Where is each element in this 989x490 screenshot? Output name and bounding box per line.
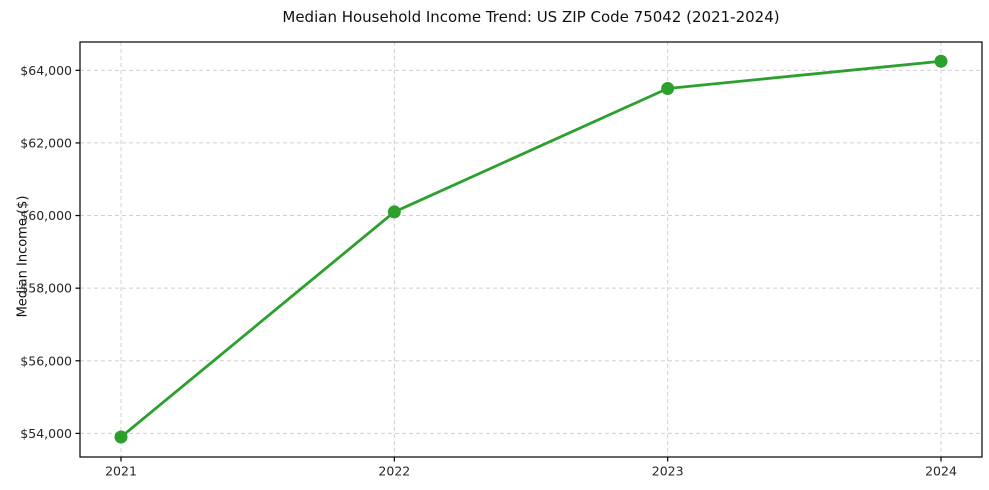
chart-title: Median Household Income Trend: US ZIP Co… bbox=[282, 8, 780, 26]
x-tick-label: 2021 bbox=[105, 464, 137, 479]
x-tick-label: 2023 bbox=[652, 464, 684, 479]
x-tick-label: 2024 bbox=[925, 464, 957, 479]
axis-layer: $54,000 $56,000 $58,000 $60,000 $62,000 $64,0… bbox=[20, 41, 983, 479]
trend-line-layer bbox=[114, 54, 948, 444]
x-tick-label: 2022 bbox=[378, 464, 410, 479]
y-tick-label: $56,000 bbox=[20, 353, 72, 368]
grid-layer bbox=[80, 42, 982, 457]
plot-frame bbox=[79, 41, 983, 458]
y-tick-label: $54,000 bbox=[20, 426, 72, 441]
data-point-marker bbox=[934, 54, 948, 68]
y-tick-label: $62,000 bbox=[20, 135, 72, 150]
data-point-marker bbox=[114, 430, 128, 444]
trend-line bbox=[119, 59, 943, 439]
y-tick-label: $58,000 bbox=[20, 281, 72, 296]
data-point-marker bbox=[661, 81, 675, 95]
y-tick-label: $60,000 bbox=[20, 208, 72, 223]
data-point-marker bbox=[387, 205, 401, 219]
y-tick-label: $64,000 bbox=[20, 63, 72, 78]
